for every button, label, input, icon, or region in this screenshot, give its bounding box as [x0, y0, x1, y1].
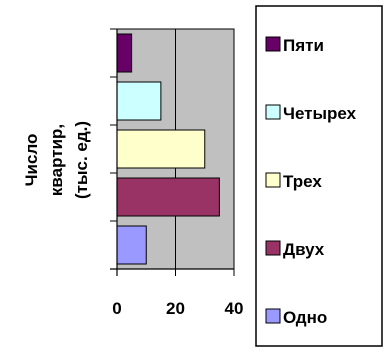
legend-label-1: Пяти: [283, 36, 324, 55]
x-tick-label-40: 40: [225, 299, 244, 318]
y-axis-label: Число квартир, (тыс. ед.): [22, 121, 91, 199]
legend-swatch-5: [265, 308, 281, 324]
legend-label-5: Одно: [283, 308, 327, 327]
bar-2: [116, 177, 220, 217]
bar-3: [116, 129, 206, 169]
legend-label-4: Двух: [283, 240, 325, 259]
bars: [116, 33, 220, 265]
legend-swatch-1: [265, 36, 281, 52]
legend-label-3: Трех: [283, 172, 322, 191]
legend-swatch-3: [265, 172, 281, 188]
x-ticks: [116, 269, 235, 276]
legend-swatch-4: [265, 240, 281, 256]
y-axis-label-line-2: квартир,: [47, 124, 66, 196]
y-axis-label-line-1: Число: [22, 134, 41, 187]
bar-5: [116, 33, 133, 73]
y-ticks: [110, 28, 117, 270]
legend: Пяти Четырех Трех Двух Одно: [265, 36, 357, 327]
y-axis-label-line-3: (тыс. ед.): [72, 121, 91, 199]
legend-label-2: Четырех: [283, 104, 357, 123]
x-tick-label-20: 20: [166, 299, 185, 318]
legend-swatch-2: [265, 104, 281, 120]
bar-1: [116, 225, 147, 265]
bar-4: [116, 81, 162, 121]
x-tick-labels: 0 20 40: [112, 299, 243, 318]
x-tick-label-0: 0: [112, 299, 121, 318]
